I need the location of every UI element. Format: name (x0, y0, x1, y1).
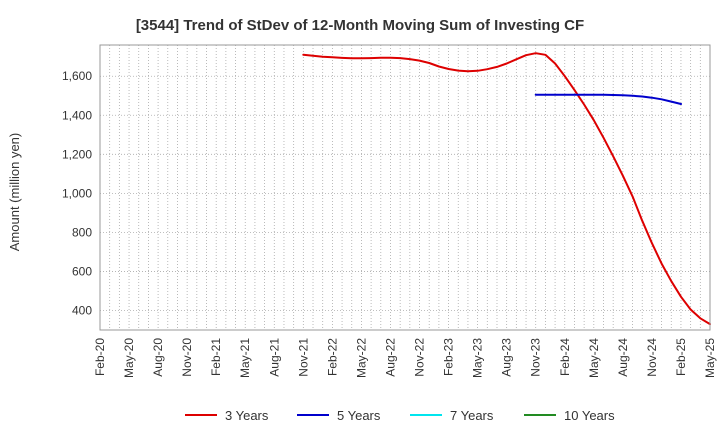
legend: 3 Years 5 Years 7 Years 10 Years (185, 408, 615, 423)
x-tick-label: Feb-21 (209, 338, 223, 376)
x-tick-label: Nov-23 (529, 338, 543, 377)
y-tick-label: 600 (72, 264, 92, 278)
x-tick-label: Aug-24 (616, 338, 630, 377)
y-tick-label: 1,600 (62, 69, 92, 83)
x-tick-label: Feb-24 (558, 338, 572, 376)
x-tick-labels: Feb-20 May-20 Aug-20 Nov-20 Feb-21 May-21 Aug-… (93, 338, 717, 378)
x-tick-label: Aug-23 (500, 338, 514, 377)
y-axis-label: Amount (million yen) (7, 133, 22, 252)
legend-label: 10 Years (564, 408, 615, 423)
x-tick-label: May-20 (122, 338, 136, 378)
x-tick-label: May-22 (354, 338, 368, 378)
x-tick-label: Nov-22 (413, 338, 427, 377)
x-tick-label: Feb-23 (442, 338, 456, 376)
x-tick-label: Feb-22 (325, 338, 339, 376)
legend-label: 7 Years (450, 408, 494, 423)
y-tick-label: 400 (72, 303, 92, 317)
x-tick-label: May-25 (703, 338, 717, 378)
x-tick-label: Nov-20 (180, 338, 194, 377)
plot-frame (99, 44, 711, 331)
x-tick-label: Aug-20 (151, 338, 165, 377)
y-tick-label: 1,200 (62, 147, 92, 161)
legend-label: 5 Years (337, 408, 381, 423)
x-tick-label: Feb-25 (674, 338, 688, 376)
series-line-3-years (302, 52, 711, 326)
y-tick-label: 800 (72, 225, 92, 239)
x-tick-label: May-21 (238, 338, 252, 378)
x-tick-label: May-23 (471, 338, 485, 378)
y-tick-labels: 400 600 800 1,000 1,200 1,400 1,600 (62, 69, 92, 317)
x-tick-label: Feb-20 (93, 338, 107, 376)
chart-title: [3544] Trend of StDev of 12-Month Moving… (136, 17, 584, 34)
series-line-5-years (534, 93, 682, 105)
y-tick-label: 1,400 (62, 108, 92, 122)
legend-label: 3 Years (225, 408, 269, 423)
x-tick-label: Aug-22 (383, 338, 397, 377)
x-tick-label: Nov-21 (296, 338, 310, 377)
x-tick-label: May-24 (587, 338, 601, 378)
x-tick-label: Nov-24 (645, 338, 659, 377)
x-tick-label: Aug-21 (267, 338, 281, 377)
y-tick-label: 1,000 (62, 186, 92, 200)
grid (100, 45, 710, 330)
series-layer (302, 52, 711, 326)
